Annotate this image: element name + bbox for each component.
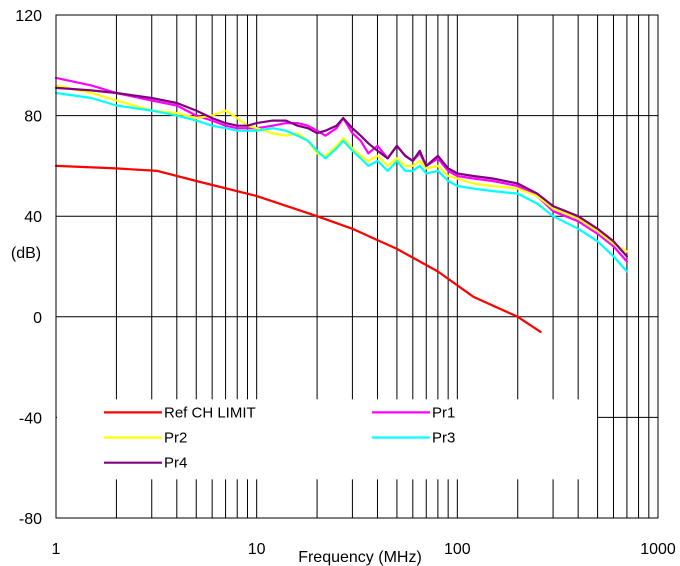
x-tick-label: 1 xyxy=(52,541,61,558)
y-tick-label: 120 xyxy=(15,8,42,25)
y-axis-label: (dB) xyxy=(11,245,41,262)
x-tick-label: 10 xyxy=(248,541,266,558)
legend-label: Pr1 xyxy=(432,404,455,421)
series-layer xyxy=(54,76,629,333)
legend-label: Pr2 xyxy=(164,430,187,447)
y-tick-label: -80 xyxy=(19,511,42,528)
legend-label: Pr4 xyxy=(164,455,187,472)
x-tick-label: 100 xyxy=(444,541,471,558)
series-line-pr3 xyxy=(54,91,629,273)
y-tick-label: -40 xyxy=(19,410,42,427)
y-tick-label: 0 xyxy=(33,310,42,327)
x-axis-label: Frequency (MHz) xyxy=(298,549,422,566)
legend: Ref CH LIMIT Pr1 Pr2 Pr3 Pr4 xyxy=(104,404,455,472)
series-line-pr1 xyxy=(54,76,629,263)
y-tick-label: 80 xyxy=(24,109,42,126)
series-line-pr4 xyxy=(54,86,629,258)
legend-label: Ref CH LIMIT xyxy=(164,404,256,421)
x-tick-label: 1000 xyxy=(640,541,676,558)
y-tick-label: 40 xyxy=(24,209,42,226)
series-line-ref-ch-limit xyxy=(54,164,542,333)
plot-frame xyxy=(55,14,659,519)
series-line-pr2 xyxy=(54,84,629,253)
legend-label: Pr3 xyxy=(432,430,455,447)
